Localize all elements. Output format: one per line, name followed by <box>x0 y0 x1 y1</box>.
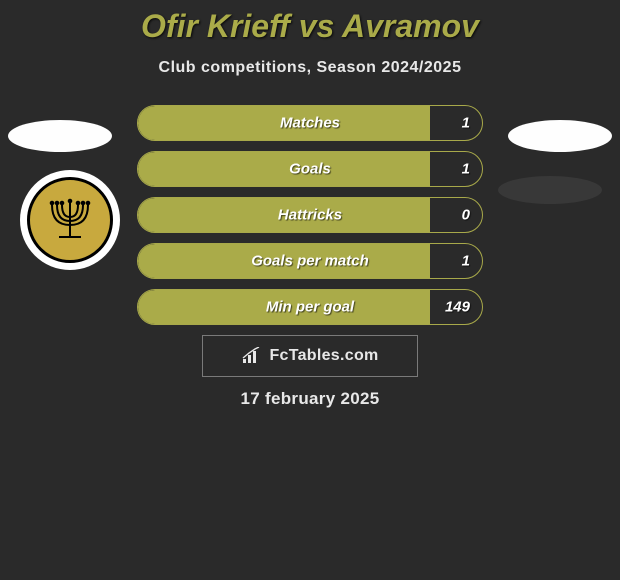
stat-row: Goals per match 1 <box>137 243 483 279</box>
stat-row: Hattricks 0 <box>137 197 483 233</box>
stat-row: Goals 1 <box>137 151 483 187</box>
stat-right-value: 0 <box>462 207 470 224</box>
stat-right-value: 1 <box>462 161 470 178</box>
stat-right-value: 1 <box>462 253 470 270</box>
chart-icon <box>241 347 263 365</box>
club-badge <box>20 170 120 270</box>
stats-list: Matches 1 Goals 1 Hattricks 0 Goals per … <box>137 105 483 325</box>
player-avatar-right <box>508 120 612 152</box>
stat-right-value: 149 <box>445 299 470 316</box>
shadow-right <box>498 176 602 204</box>
brand-label: FcTables.com <box>269 347 378 365</box>
stat-label: Goals per match <box>251 253 369 270</box>
stat-label: Hattricks <box>278 207 342 224</box>
stat-right-value: 1 <box>462 115 470 132</box>
date-label: 17 february 2025 <box>0 389 620 409</box>
page-title: Ofir Krieff vs Avramov <box>0 8 620 45</box>
stat-label: Min per goal <box>266 299 354 316</box>
stat-label: Matches <box>280 115 340 132</box>
stat-row: Matches 1 <box>137 105 483 141</box>
stat-label: Goals <box>289 161 331 178</box>
menorah-icon <box>45 195 95 245</box>
subtitle: Club competitions, Season 2024/2025 <box>0 59 620 77</box>
brand-box: FcTables.com <box>202 335 418 377</box>
player-avatar-left <box>8 120 112 152</box>
stat-fill <box>138 152 430 186</box>
stat-row: Min per goal 149 <box>137 289 483 325</box>
